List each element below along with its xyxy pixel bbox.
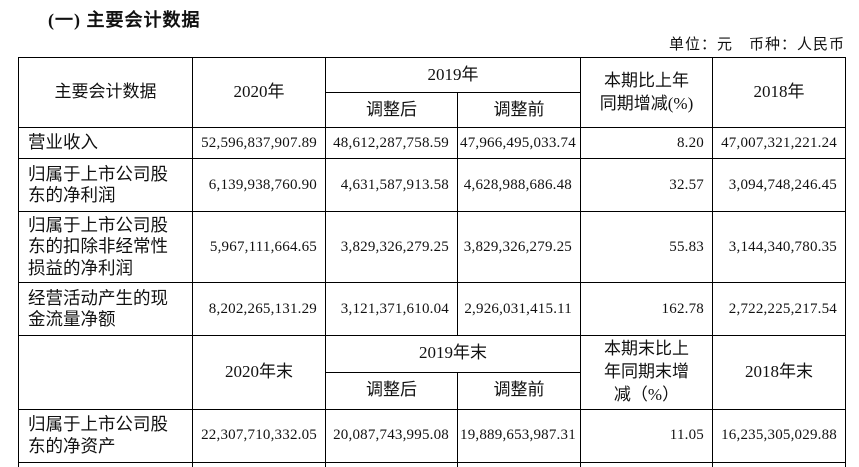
row-label: 总资产 <box>18 461 193 467</box>
cell-2019-adjusted: 3,121,371,610.04 <box>325 282 458 336</box>
cell-2020: 22,307,710,332.05 <box>192 408 326 463</box>
cell-change: 11.05 <box>580 408 713 463</box>
col-header-2019-end-original: 调整前 <box>457 371 581 410</box>
col-header-metric: 主要会计数据 <box>18 57 193 128</box>
table-row-net-profit: 归属于上市公司股 东的净利润 6,139,938,760.90 4,631,58… <box>18 158 846 212</box>
cell-2019-original: 3,829,326,279.25 <box>457 211 581 283</box>
cell-2020: 8,202,265,131.29 <box>192 282 326 336</box>
col-header-2019-original: 调整前 <box>457 92 581 128</box>
section2-header-row-1: 2020年末 2019年末 本期末比上 年同期末增 减（%） 2018年末 <box>18 335 846 410</box>
row-label: 经营活动产生的现 金流量净额 <box>18 282 193 336</box>
row-label: 营业收入 <box>18 127 193 159</box>
cell-2019-adjusted: 4,631,587,913.58 <box>325 158 458 212</box>
col-header-2019-end: 2019年末 <box>325 335 581 373</box>
cell-2020: 6,139,938,760.90 <box>192 158 326 212</box>
cell-2020: 41,919,367,961.05 <box>192 461 326 467</box>
table-row-revenue: 营业收入 52,596,837,907.89 48,612,287,758.59… <box>18 127 846 159</box>
col-header-2019-end-adjusted: 调整后 <box>325 371 458 410</box>
key-accounting-data-table: 主要会计数据 2020年 2019年 本期比上年 同期增减(%) 2018年 调… <box>18 57 846 467</box>
section-title: (一) 主要会计数据 <box>48 10 201 30</box>
section2-header-row-2: 调整后 调整前 <box>19 371 846 410</box>
cell-2020: 5,967,111,664.65 <box>192 211 326 283</box>
cell-2019-original: 30,687,255,888.76 <box>457 461 581 467</box>
cell-2019-original: 4,628,988,686.48 <box>457 158 581 212</box>
col-header-metric-blank <box>18 335 193 410</box>
cell-change: 31.72 <box>580 461 713 467</box>
cell-2019-adjusted: 31,824,155,398.19 <box>325 461 458 467</box>
table-row-net-profit-excl-nonrecurring: 归属于上市公司股 东的扣除非经常性 损益的净利润 5,967,111,664.6… <box>18 211 846 283</box>
cell-2018: 26,847,426,306.46 <box>712 461 846 467</box>
col-header-2019: 2019年 <box>325 57 581 93</box>
cell-change: 8.20 <box>580 127 713 159</box>
col-header-end-change: 本期末比上 年同期末增 减（%） <box>580 335 713 410</box>
cell-2018: 3,144,340,780.35 <box>712 211 846 283</box>
cell-2018: 3,094,748,246.45 <box>712 158 846 212</box>
cell-2019-adjusted: 20,087,743,995.08 <box>325 408 458 463</box>
section1-header-row-1: 主要会计数据 2020年 2019年 本期比上年 同期增减(%) 2018年 <box>18 57 846 128</box>
section1-header-row-2: 调整后 调整前 <box>19 92 846 128</box>
col-header-change: 本期比上年 同期增减(%) <box>580 57 713 128</box>
currency-unit-note: 单位：元 币种：人民币 <box>668 37 845 53</box>
cell-2018: 47,007,321,221.24 <box>712 127 846 159</box>
table-row-total-assets: 总资产 41,919,367,961.05 31,824,155,398.19 … <box>18 461 846 467</box>
cell-2019-original: 47,966,495,033.74 <box>457 127 581 159</box>
cell-change: 32.57 <box>580 158 713 212</box>
table-row-net-assets: 归属于上市公司股 东的净资产 22,307,710,332.05 20,087,… <box>18 408 846 463</box>
cell-2019-adjusted: 3,829,326,279.25 <box>325 211 458 283</box>
col-header-2020-end: 2020年末 <box>192 335 326 410</box>
cell-change: 55.83 <box>580 211 713 283</box>
col-header-2020: 2020年 <box>192 57 326 128</box>
col-header-2019-adjusted: 调整后 <box>325 92 458 128</box>
row-label: 归属于上市公司股 东的净资产 <box>18 408 193 463</box>
row-label: 归属于上市公司股 东的净利润 <box>18 158 193 212</box>
row-label: 归属于上市公司股 东的扣除非经常性 损益的净利润 <box>18 211 193 283</box>
cell-2018: 16,235,305,029.88 <box>712 408 846 463</box>
cell-2020: 52,596,837,907.89 <box>192 127 326 159</box>
cell-2019-adjusted: 48,612,287,758.59 <box>325 127 458 159</box>
cell-change: 162.78 <box>580 282 713 336</box>
table-row-operating-cash-flow: 经营活动产生的现 金流量净额 8,202,265,131.29 3,121,37… <box>18 282 846 336</box>
cell-2018: 2,722,225,217.54 <box>712 282 846 336</box>
col-header-2018-end: 2018年末 <box>712 335 846 410</box>
cell-2019-original: 19,889,653,987.31 <box>457 408 581 463</box>
col-header-2018: 2018年 <box>712 57 846 128</box>
cell-2019-original: 2,926,031,415.11 <box>457 282 581 336</box>
